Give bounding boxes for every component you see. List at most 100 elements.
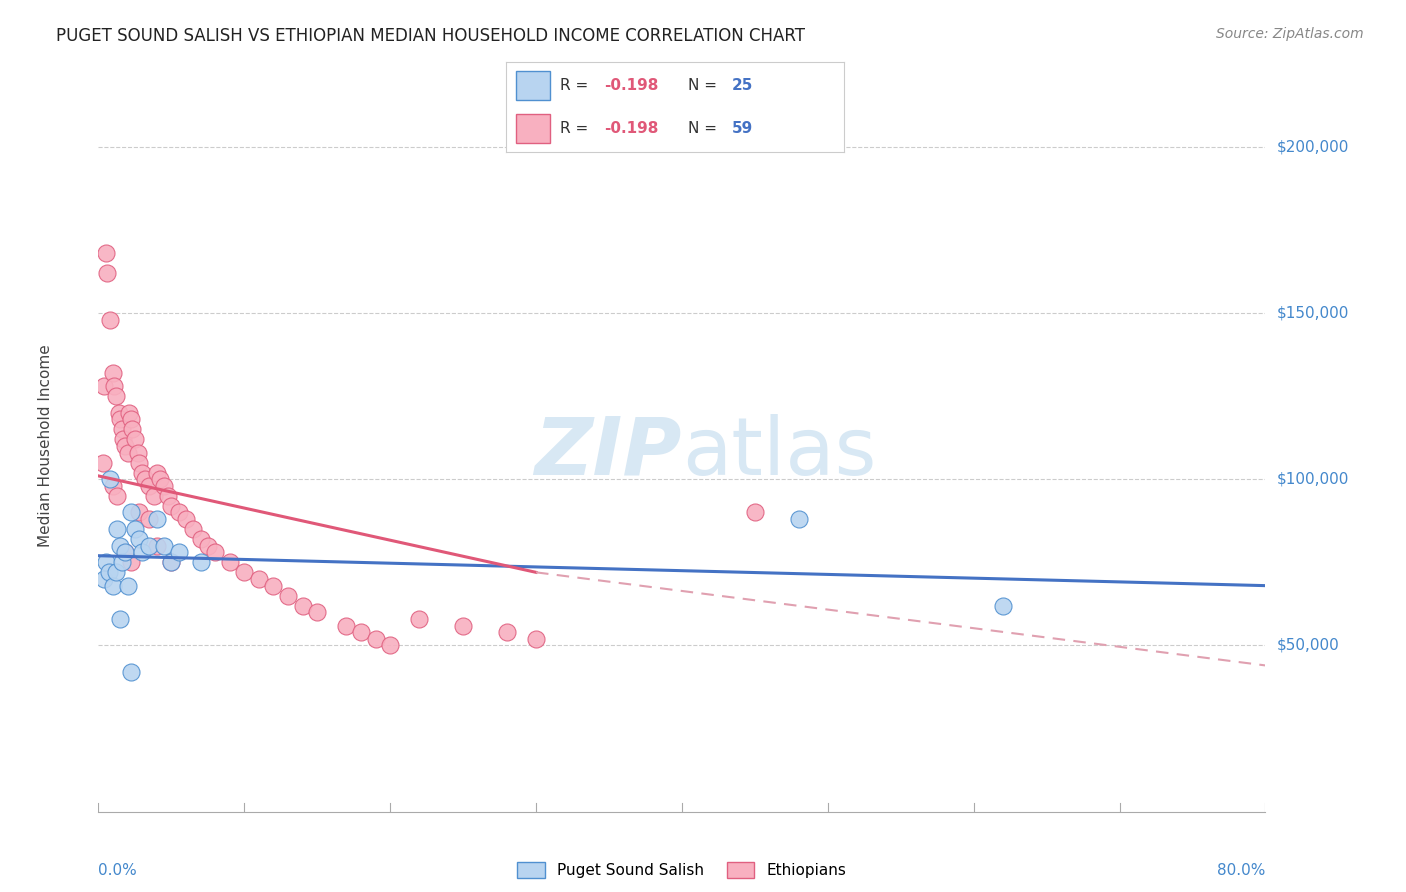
Point <box>105 489 128 503</box>
Point <box>190 532 212 546</box>
Point <box>127 445 149 459</box>
Point <box>991 599 1014 613</box>
Point <box>134 472 156 486</box>
Point <box>94 555 117 569</box>
Point <box>120 506 142 520</box>
Point <box>96 266 118 280</box>
Point <box>121 422 143 436</box>
Point <box>105 522 128 536</box>
Point <box>153 539 176 553</box>
Point <box>101 366 124 380</box>
Point <box>451 618 474 632</box>
Point <box>93 572 115 586</box>
Point <box>117 445 139 459</box>
Text: PUGET SOUND SALISH VS ETHIOPIAN MEDIAN HOUSEHOLD INCOME CORRELATION CHART: PUGET SOUND SALISH VS ETHIOPIAN MEDIAN H… <box>56 27 806 45</box>
Point <box>104 389 127 403</box>
Point <box>131 466 153 480</box>
Point <box>364 632 387 646</box>
Point <box>167 545 190 559</box>
Point <box>181 522 204 536</box>
Point <box>307 605 329 619</box>
Bar <box>516 114 550 143</box>
Text: -0.198: -0.198 <box>605 121 658 136</box>
Point <box>98 472 121 486</box>
Point <box>117 579 139 593</box>
Text: R =: R = <box>560 78 593 93</box>
Text: atlas: atlas <box>682 414 876 491</box>
Point <box>111 555 134 569</box>
Point <box>408 612 430 626</box>
Point <box>111 422 134 436</box>
Point <box>496 625 519 640</box>
Legend: Puget Sound Salish, Ethiopians: Puget Sound Salish, Ethiopians <box>512 856 852 885</box>
Point <box>138 512 160 526</box>
Point <box>108 406 131 420</box>
Text: N =: N = <box>689 78 723 93</box>
Point <box>263 579 285 593</box>
Point <box>218 555 240 569</box>
Point <box>787 512 810 526</box>
Point <box>149 472 172 486</box>
Text: Source: ZipAtlas.com: Source: ZipAtlas.com <box>1216 27 1364 41</box>
Point <box>114 439 136 453</box>
Point <box>103 379 125 393</box>
Point <box>97 566 120 580</box>
Bar <box>516 71 550 100</box>
Point <box>128 506 150 520</box>
Point <box>131 545 153 559</box>
Point <box>380 639 402 653</box>
Point <box>160 555 183 569</box>
Point <box>524 632 547 646</box>
Point <box>160 499 183 513</box>
Point <box>98 312 121 326</box>
Point <box>128 532 150 546</box>
Point <box>94 246 117 260</box>
Point <box>167 506 190 520</box>
Point <box>114 545 136 559</box>
Text: 59: 59 <box>733 121 754 136</box>
Point <box>277 589 299 603</box>
Point <box>153 479 176 493</box>
Point <box>120 665 142 679</box>
Text: N =: N = <box>689 121 723 136</box>
Point <box>138 479 160 493</box>
Text: 80.0%: 80.0% <box>1218 863 1265 878</box>
Point <box>124 522 146 536</box>
Point <box>160 555 183 569</box>
Point <box>174 512 197 526</box>
Point <box>197 539 219 553</box>
Text: $200,000: $200,000 <box>1277 139 1350 154</box>
Point <box>110 612 132 626</box>
Point <box>101 479 124 493</box>
Text: $100,000: $100,000 <box>1277 472 1350 487</box>
Point <box>247 572 270 586</box>
Point <box>91 456 114 470</box>
Point <box>142 489 165 503</box>
Point <box>335 618 357 632</box>
Point <box>110 412 132 426</box>
Point <box>114 545 136 559</box>
Text: 25: 25 <box>733 78 754 93</box>
Point <box>233 566 256 580</box>
Point <box>146 512 169 526</box>
Point <box>93 379 115 393</box>
Point <box>190 555 212 569</box>
Text: ZIP: ZIP <box>534 414 682 491</box>
Text: 0.0%: 0.0% <box>98 863 138 878</box>
Text: Median Household Income: Median Household Income <box>38 344 53 548</box>
Point <box>291 599 314 613</box>
Point <box>124 433 146 447</box>
Point <box>744 506 766 520</box>
Point <box>118 406 141 420</box>
Text: $50,000: $50,000 <box>1277 638 1340 653</box>
Point <box>128 456 150 470</box>
Point <box>101 579 124 593</box>
Point <box>350 625 373 640</box>
Point <box>146 539 169 553</box>
Point <box>104 566 127 580</box>
Point <box>204 545 226 559</box>
Point <box>138 539 160 553</box>
Point <box>120 555 142 569</box>
Point <box>112 433 135 447</box>
Point <box>110 539 132 553</box>
